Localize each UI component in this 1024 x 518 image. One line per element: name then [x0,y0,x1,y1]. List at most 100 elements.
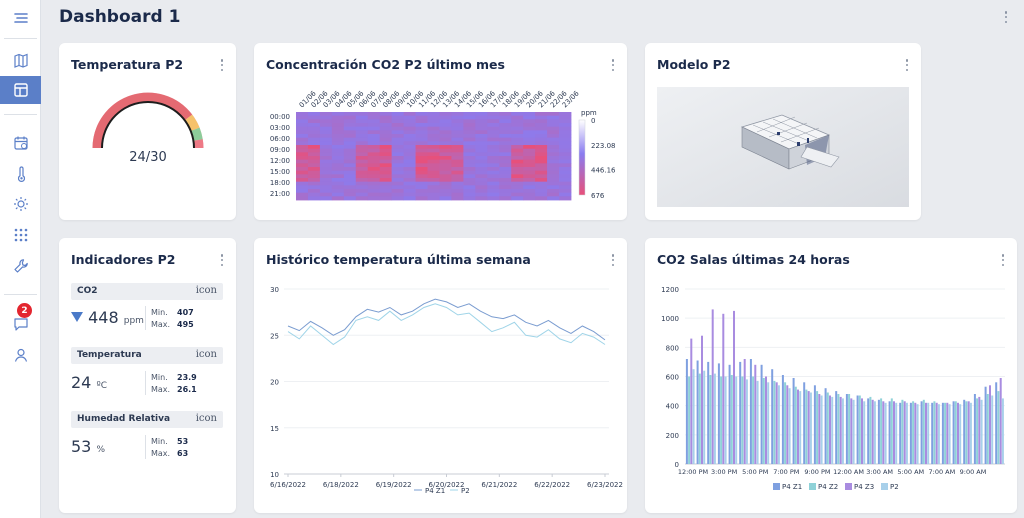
bar [713,373,716,464]
heatmap-cell [343,141,357,146]
heatmap-cell [415,137,428,142]
bar [688,376,691,464]
heatmap-cell [355,148,369,153]
bar [735,376,738,464]
heatmap-cell [535,119,548,124]
user-icon[interactable] [0,341,41,369]
heatmap-cell [367,152,381,157]
bar [952,401,955,464]
heatmap-cell [511,115,524,120]
calendar-icon[interactable] [0,129,41,157]
heatmap-cell [511,163,524,168]
chat-icon[interactable]: 2 [0,303,41,338]
heatmap-y-label: 00:00 [270,113,290,121]
heatmap-cell [307,141,321,146]
bar [995,382,998,464]
heatmap-cell [451,137,464,142]
heatmap-cell [559,189,572,194]
heatmap-y-label: 18:00 [270,179,290,187]
heatmap-cell [331,148,345,153]
heatmap-cell [331,196,345,201]
heatmap-cell [511,130,524,135]
heatmap-cell [367,126,381,131]
heatmap-cell [487,181,500,186]
grid-icon[interactable] [0,221,41,249]
heatmap-cell [487,196,500,201]
heatmap-cell [403,167,416,172]
heatmap-cell [355,126,369,131]
bar [980,399,983,464]
heatmap-cell [511,192,524,197]
bar [963,399,966,464]
bar [856,395,859,464]
page-menu-icon[interactable] [1004,11,1008,23]
line-x-tick: 6/16/2022 [270,481,306,489]
heatmap-cell [499,181,512,186]
heatmap-cell [343,192,357,197]
card-menu-icon[interactable] [1001,254,1005,266]
heatmap-cell [535,126,548,131]
heatmap-cell [367,148,381,153]
heatmap-cell [463,115,476,120]
heatmap-cell [415,145,428,150]
heatmap-cell [427,189,440,194]
heatmap-cell [403,152,416,157]
temperature-line-chart: 10 15 20 25 30 6/16/2022 6/18/2022 6/19/2022 6/2… [270,286,623,495]
heatmap-cell [343,134,357,139]
card-menu-icon[interactable] [611,254,615,266]
bar [831,396,834,464]
heatmap-cell [403,181,416,186]
heatmap-cell [463,145,476,150]
card-menu-icon[interactable] [905,59,909,71]
heatmap-cell [451,119,464,124]
heatmap-cell [415,112,428,117]
heatmap-scale-tick: 676 [591,192,605,200]
menu-icon[interactable] [0,4,41,32]
card-menu-icon[interactable] [611,59,615,71]
bar-y-tick: 0 [675,461,679,469]
heatmap-cell [296,115,309,120]
heatmap-cell [475,174,488,179]
heatmap-cell [415,119,428,124]
heatmap-cell [296,181,309,186]
heatmap-cell [475,196,488,201]
heatmap-cell [463,152,476,157]
heatmap-cell [439,112,452,117]
heatmap-cell [499,185,512,190]
bar [978,396,981,464]
heatmap-cell [499,123,512,128]
heatmap-cell [463,159,476,164]
thermometer-icon[interactable] [0,160,41,188]
heatmap-cell [475,170,488,175]
heatmap-cell [296,159,309,164]
card-menu-icon[interactable] [220,59,224,71]
card-menu-icon[interactable] [220,254,224,266]
sun-icon[interactable] [0,190,41,218]
heatmap-cell [391,156,405,161]
heatmap-cell [511,167,524,172]
heatmap-cell [415,126,428,131]
heatmap-cell [307,189,321,194]
heatmap-cell [535,112,548,117]
wrench-icon[interactable] [0,252,41,280]
heatmap-cell [511,170,524,175]
heatmap-cell [367,130,381,135]
bar [922,399,925,464]
heatmap-cell [355,189,369,194]
heatmap-scale-tick: 223.08 [591,142,616,150]
building-3d-model[interactable] [657,87,909,207]
heatmap-cell [427,115,440,120]
map-icon[interactable] [0,47,41,75]
heatmap-cell [331,181,345,186]
heatmap-cell [343,137,357,142]
heatmap-cell [331,134,345,139]
heatmap-cell [307,148,321,153]
bar [754,364,757,464]
heatmap-cell [439,181,452,186]
heatmap-cell [475,167,488,172]
dashboard-icon[interactable] [0,76,41,104]
heatmap-cell [355,134,369,139]
heatmap-cell [547,130,560,135]
heatmap-cell [547,159,560,164]
bar [743,359,746,464]
